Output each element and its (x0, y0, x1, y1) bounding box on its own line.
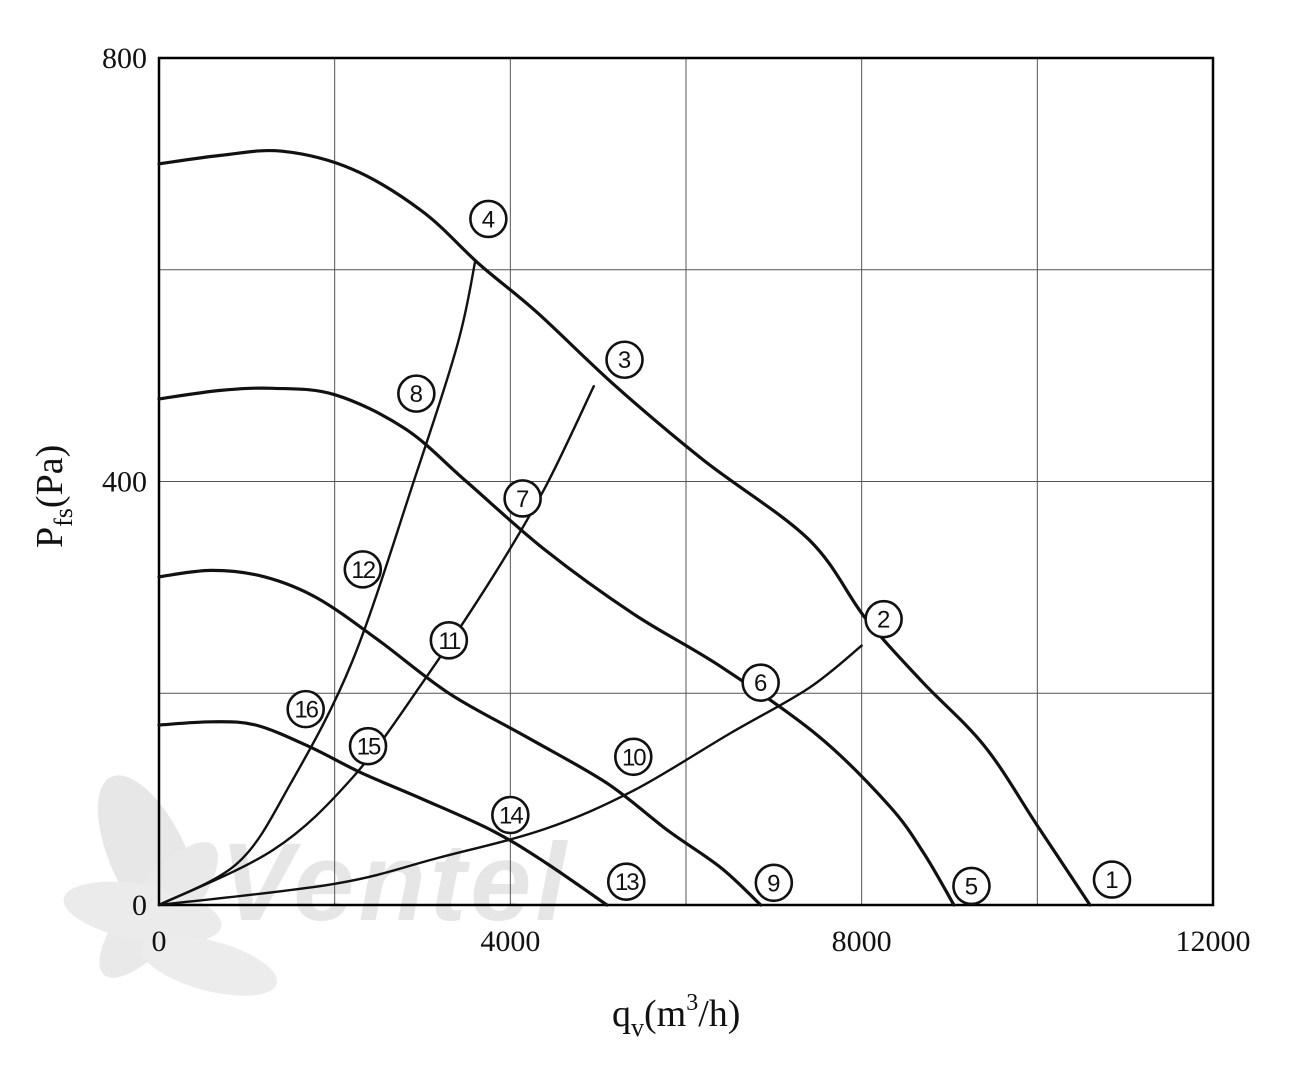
system-curve-3-7 (157, 385, 595, 907)
point-label-circle (605, 340, 644, 380)
grid-lines (158, 57, 1214, 906)
point-label-text: 6 (754, 670, 767, 697)
point-label-circle (397, 374, 436, 413)
point-label-16: 16 (286, 689, 325, 729)
x-tick-labels: 0 4000 8000 12000 (152, 925, 1251, 958)
point-label-text: 13 (615, 869, 639, 896)
x-axis-title: qv(m3/h) (612, 990, 740, 1042)
point-label-text: 11 (438, 628, 461, 655)
x-axis-title-unit-post: /h) (698, 993, 740, 1035)
point-label-7: 7 (503, 479, 542, 518)
point-label-circle (864, 599, 903, 639)
point-label-circle (469, 199, 508, 239)
system-curves (157, 260, 863, 907)
y-axis-title: Pfs(Pa) (29, 445, 78, 548)
point-label-circle (491, 795, 530, 835)
point-label-circle (503, 479, 542, 518)
fan-curve-13 (157, 720, 609, 907)
point-label-3: 3 (605, 340, 644, 380)
y-tick-label: 0 (132, 889, 147, 922)
fan-curve-9 (157, 568, 763, 907)
y-axis-title-unit: (Pa) (29, 445, 71, 508)
fan-curves (157, 148, 1092, 907)
point-label-text: 8 (410, 381, 423, 408)
point-label-circle (952, 866, 991, 906)
watermark: Ventel (63, 775, 570, 996)
point-label-circle (741, 663, 780, 702)
point-label-4: 4 (469, 199, 508, 239)
x-axis-title-base: q (612, 993, 631, 1035)
point-label-circle (286, 689, 325, 729)
point-label-text: 7 (516, 486, 529, 513)
point-label-15: 15 (348, 726, 388, 766)
watermark-fan-icon (63, 775, 278, 996)
point-label-text: 1 (1105, 867, 1118, 894)
point-label-text: 4 (482, 206, 495, 233)
point-label-8: 8 (397, 374, 436, 413)
point-label-circle (343, 550, 383, 589)
point-label-10: 10 (613, 737, 653, 777)
point-label-text: 3 (618, 347, 631, 374)
x-axis-title-sup: 3 (686, 990, 698, 1016)
point-label-text: 5 (965, 873, 978, 900)
fan-curve-5 (157, 386, 956, 907)
x-tick-label: 0 (152, 925, 167, 958)
point-label-1: 1 (1092, 860, 1132, 899)
point-label-6: 6 (741, 663, 780, 702)
point-label-text: 15 (357, 734, 381, 761)
system-curve-4-8 (157, 260, 477, 907)
y-axis-title-sub: fs (49, 508, 78, 527)
y-tick-label: 400 (102, 466, 147, 499)
x-tick-label: 12000 (1176, 925, 1251, 958)
point-label-text: 2 (877, 607, 890, 634)
point-label-text: 16 (294, 697, 318, 724)
point-label-9: 9 (754, 863, 794, 903)
point-label-12: 12 (343, 550, 383, 589)
point-label-circle (1092, 860, 1132, 899)
point-label-text: 14 (499, 803, 523, 830)
fan-curve-1 (157, 148, 1092, 907)
x-tick-label: 4000 (480, 925, 540, 958)
y-tick-labels: 0 400 800 (102, 42, 147, 922)
point-label-circle (429, 621, 469, 660)
point-label-circle (606, 862, 646, 902)
point-label-circle (613, 737, 653, 777)
point-label-11: 11 (429, 621, 469, 660)
point-label-text: 9 (767, 870, 780, 897)
point-label-text: 12 (351, 557, 375, 584)
point-label-14: 14 (491, 795, 530, 835)
y-axis-title-base: P (29, 527, 71, 548)
point-label-5: 5 (952, 866, 991, 906)
point-label-2: 2 (864, 599, 903, 639)
x-tick-label: 8000 (832, 925, 892, 958)
plot-frame (157, 56, 1215, 907)
y-tick-label: 800 (102, 42, 147, 75)
point-label-13: 13 (606, 862, 646, 902)
point-label-text: 10 (622, 744, 646, 771)
point-label-circle (754, 863, 794, 903)
x-axis-title-sub: v (631, 1013, 644, 1042)
system-curve-2-6 (157, 644, 863, 907)
x-axis-title-unit-pre: (m (644, 993, 686, 1035)
watermark-text: Ventel (220, 821, 570, 944)
point-label-circle (348, 726, 388, 766)
